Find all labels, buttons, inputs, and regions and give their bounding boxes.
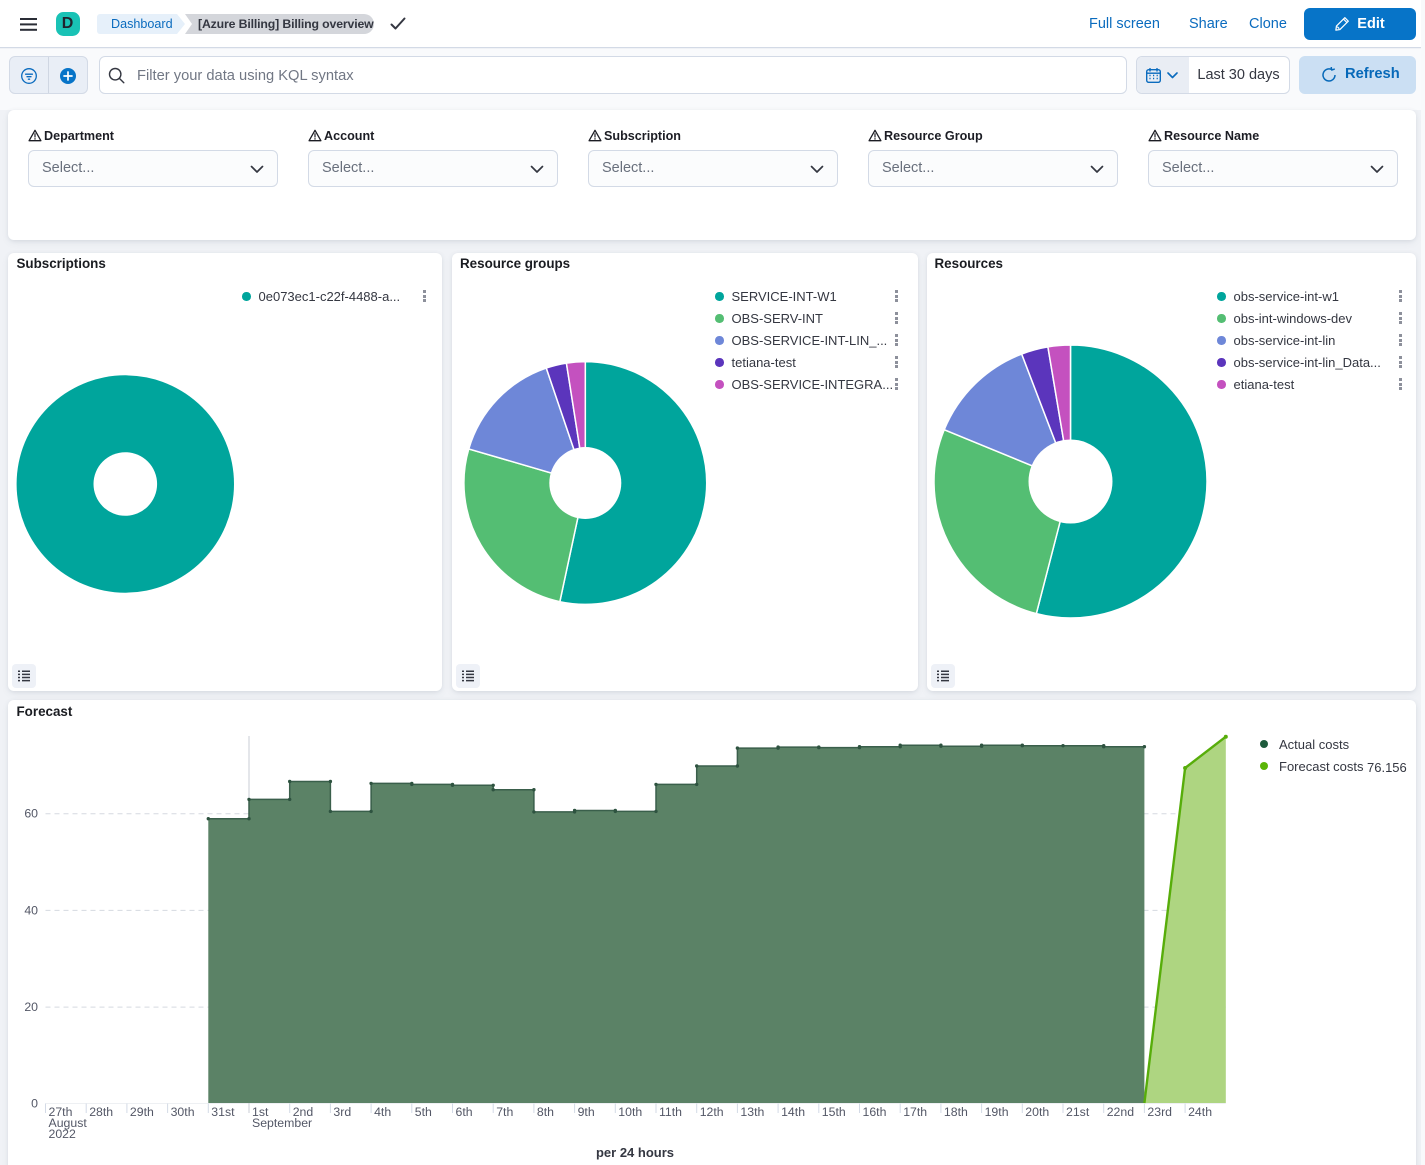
svg-text:14th: 14th [781, 1105, 805, 1119]
svg-text:20th: 20th [1025, 1105, 1049, 1119]
svg-text:10th: 10th [618, 1105, 642, 1119]
svg-text:9th: 9th [578, 1105, 595, 1119]
svg-text:40: 40 [24, 903, 38, 917]
svg-text:17th: 17th [903, 1105, 927, 1119]
svg-text:5th: 5th [415, 1105, 432, 1119]
svg-text:19th: 19th [985, 1105, 1009, 1119]
svg-text:28th: 28th [89, 1105, 113, 1119]
svg-text:21st: 21st [1066, 1105, 1090, 1119]
svg-text:20: 20 [24, 1000, 38, 1014]
svg-text:22nd: 22nd [1107, 1105, 1135, 1119]
svg-text:13th: 13th [740, 1105, 764, 1119]
svg-text:18th: 18th [944, 1105, 968, 1119]
svg-text:8th: 8th [537, 1105, 554, 1119]
svg-text:27th: 27th [49, 1105, 73, 1119]
svg-text:29th: 29th [130, 1105, 154, 1119]
svg-text:15th: 15th [822, 1105, 846, 1119]
svg-text:2022: 2022 [49, 1127, 77, 1141]
svg-text:6th: 6th [456, 1105, 473, 1119]
svg-text:2nd: 2nd [293, 1105, 314, 1119]
svg-text:11th: 11th [659, 1105, 682, 1119]
svg-text:30th: 30th [171, 1105, 195, 1119]
svg-text:August: August [49, 1116, 88, 1130]
svg-text:23rd: 23rd [1147, 1105, 1172, 1119]
svg-text:3rd: 3rd [333, 1105, 351, 1119]
svg-text:7th: 7th [496, 1105, 513, 1119]
svg-text:31st: 31st [211, 1105, 235, 1119]
svg-text:4th: 4th [374, 1105, 391, 1119]
svg-text:60: 60 [24, 807, 38, 821]
svg-text:0: 0 [31, 1097, 38, 1111]
svg-text:12th: 12th [700, 1105, 724, 1119]
svg-text:24th: 24th [1188, 1105, 1212, 1119]
svg-text:16th: 16th [863, 1105, 887, 1119]
svg-text:per 24 hours: per 24 hours [596, 1145, 674, 1160]
svg-text:1st: 1st [252, 1105, 269, 1119]
svg-text:September: September [252, 1116, 312, 1130]
